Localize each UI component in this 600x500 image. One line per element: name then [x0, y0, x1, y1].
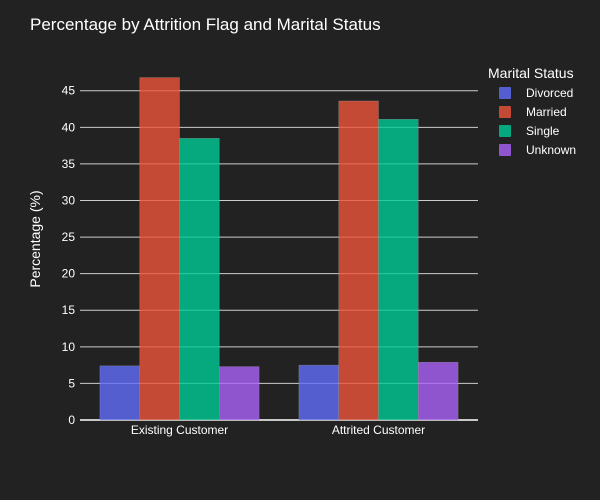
bar-single-attrited[interactable]	[378, 119, 419, 421]
y-tick-label: 15	[62, 303, 76, 317]
bar-married-existing[interactable]	[139, 77, 180, 421]
y-tick-label: 10	[62, 340, 76, 354]
x-axis-ticks: Existing Customer Attrited Customer	[131, 423, 425, 437]
legend-swatch	[499, 144, 511, 156]
chart-title: Percentage by Attrition Flag and Marital…	[30, 15, 381, 34]
legend-label: Married	[526, 105, 567, 119]
bar-married-attrited[interactable]	[338, 100, 379, 421]
legend-title: Marital Status	[488, 65, 574, 81]
legend-label: Unknown	[526, 143, 576, 157]
bar-unknown-attrited[interactable]	[418, 361, 459, 421]
legend-swatch	[499, 87, 511, 99]
legend-swatch	[499, 125, 511, 137]
legend-item-unknown[interactable]: Unknown	[499, 143, 576, 157]
y-tick-label: 30	[62, 193, 76, 207]
x-tick-label: Existing Customer	[131, 423, 228, 437]
y-axis-title: Percentage (%)	[27, 190, 43, 287]
y-tick-label: 45	[62, 84, 76, 98]
y-tick-label: 0	[68, 413, 75, 427]
bar-single-existing[interactable]	[179, 138, 220, 421]
bar-divorced-existing[interactable]	[99, 365, 140, 421]
x-tick-label: Attrited Customer	[332, 423, 425, 437]
y-tick-label: 35	[62, 157, 76, 171]
legend[interactable]: Marital Status Divorced Married Single Unkn…	[488, 65, 576, 157]
legend-item-divorced[interactable]: Divorced	[499, 86, 573, 100]
y-axis-ticks: 0 5 10 15 20 25 30 35 40 45	[62, 84, 76, 427]
legend-swatch	[499, 106, 511, 118]
legend-item-married[interactable]: Married	[499, 105, 567, 119]
bar-divorced-attrited[interactable]	[298, 364, 339, 421]
legend-item-single[interactable]: Single	[499, 124, 560, 138]
bar-unknown-existing[interactable]	[219, 366, 260, 421]
legend-items: Divorced Married Single Unknown	[499, 86, 576, 157]
y-tick-label: 20	[62, 267, 76, 281]
legend-label: Divorced	[526, 86, 573, 100]
y-tick-label: 40	[62, 120, 76, 134]
legend-label: Single	[526, 124, 560, 138]
y-tick-label: 25	[62, 230, 76, 244]
y-tick-label: 5	[68, 376, 75, 390]
bars	[99, 77, 459, 421]
